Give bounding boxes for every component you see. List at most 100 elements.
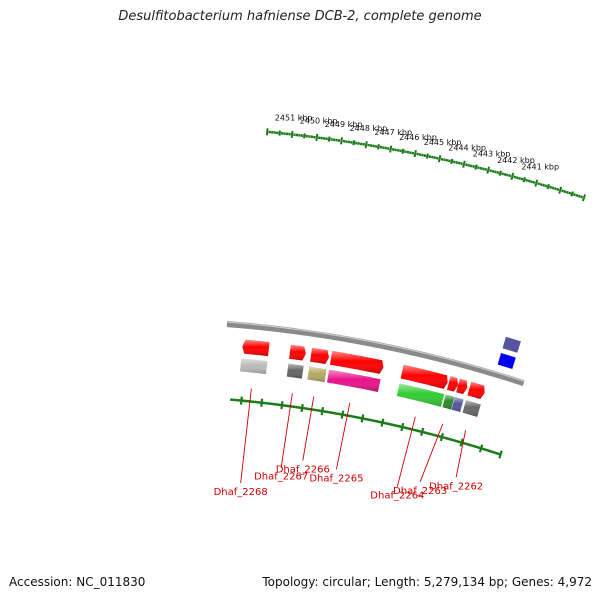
scale-tick [558, 186, 563, 194]
scale-tick [473, 445, 477, 449]
scale-tick [520, 177, 524, 181]
gene-label: Dhaf_2266 [276, 465, 330, 476]
scale-tick [430, 432, 434, 436]
scale-tick [534, 179, 539, 187]
scale-tick [539, 182, 543, 186]
scale-tick [360, 414, 365, 423]
scale-tick [483, 448, 487, 452]
gene-arrow-shine [329, 350, 384, 374]
scale-tick [491, 450, 495, 454]
scale-tick [527, 179, 531, 183]
scale-tick [437, 155, 442, 163]
scale-tick [396, 424, 400, 428]
scale-tick [485, 448, 489, 452]
scale-tick [484, 168, 488, 171]
scale-tick [546, 183, 551, 190]
scale-tick [367, 418, 370, 422]
gene-arrow-shine [289, 344, 306, 361]
gene-arrow-shine [467, 381, 485, 400]
gene-dhaf_2267[interactable] [286, 344, 306, 379]
scale-tick [383, 421, 386, 425]
scale-tick [497, 452, 501, 456]
scale-tick [508, 174, 512, 178]
scale-tick-label: 2451 kbp [275, 114, 313, 123]
gene-unlabeled[interactable] [451, 378, 468, 412]
scale-tick [434, 433, 438, 437]
scale-tick [486, 166, 491, 174]
scale-tick [467, 443, 471, 447]
gene-dhaf_2265[interactable] [327, 350, 384, 392]
scale-tick [525, 178, 529, 182]
scale-tick [280, 401, 284, 410]
gene-label: Dhaf_2268 [214, 487, 268, 498]
scale-tick [408, 427, 412, 431]
scale-tick [487, 449, 491, 453]
scale-tick [440, 157, 444, 161]
scale-tick [340, 137, 344, 145]
scale-tick [300, 403, 304, 413]
scale-tick [260, 398, 264, 407]
gene-dhaf_2262[interactable] [462, 381, 485, 417]
scale-tick [460, 162, 463, 166]
scale-tick [498, 450, 503, 459]
scale-tick [510, 172, 515, 181]
scale-tick [501, 172, 505, 176]
scale-tick [376, 144, 380, 150]
gene-label: Dhaf_2267 [254, 472, 308, 483]
scale-tick [506, 173, 509, 177]
scale-tick [481, 447, 485, 451]
scale-tick [402, 426, 406, 430]
scale-tick [412, 428, 416, 432]
scale-tick-label: 2444 kbp [448, 144, 486, 153]
scale-tick [352, 140, 356, 146]
scale-tick-label: 2442 kbp [497, 156, 535, 165]
scale-tick-label: 2446 kbp [399, 133, 437, 142]
scale-tick [418, 429, 422, 433]
scale-tick [401, 148, 405, 154]
scale-tick [474, 164, 478, 170]
cds-bar-shine [442, 394, 455, 410]
gene-label-leader [419, 423, 444, 483]
scale-tick [477, 166, 480, 170]
scale-tick [393, 423, 396, 427]
scale-tick [421, 153, 424, 157]
gene-dhaf_2268[interactable] [240, 339, 270, 375]
gene-unlabeled[interactable] [497, 353, 516, 370]
scale-tick [573, 193, 576, 197]
scale-tick [425, 153, 430, 159]
gene-dhaf_2264[interactable] [396, 364, 448, 407]
cds-bar-shine [451, 397, 464, 412]
scale-tick [424, 431, 428, 435]
scale-tick [398, 425, 402, 429]
scale-tick [373, 419, 376, 423]
scale-tick [404, 426, 408, 430]
scale-tick [413, 150, 417, 158]
gene-label-leader [302, 396, 315, 461]
scale-tick [448, 159, 451, 163]
scale-tick [462, 160, 466, 168]
gene-arrow-shine [456, 378, 468, 395]
gene-dhaf_2266[interactable] [307, 347, 329, 383]
accession-text: Accession: NC_011830 [9, 575, 146, 589]
cds-bar [502, 336, 521, 353]
scale-tick-label: 2450 kbp [300, 117, 338, 126]
gene-label: Dhaf_2264 [370, 491, 424, 502]
cds-bar-shine [286, 363, 304, 379]
scale-tick [387, 422, 390, 426]
scale-tick [467, 163, 471, 167]
scale-tick [471, 444, 475, 448]
scale-tick [340, 410, 345, 419]
scale-tick [375, 419, 378, 423]
scale-tick [278, 130, 282, 136]
gene-dhaf_2263[interactable] [442, 376, 459, 410]
genome-title: Desulfitobacterium hafniense DCB-2, comp… [118, 9, 482, 24]
scale-tick [391, 423, 394, 427]
gene-unlabeled[interactable] [502, 336, 521, 353]
scale-tick [452, 160, 456, 164]
scale-tick [568, 191, 572, 195]
scale-tick [442, 436, 446, 440]
scale-tick [414, 428, 418, 432]
